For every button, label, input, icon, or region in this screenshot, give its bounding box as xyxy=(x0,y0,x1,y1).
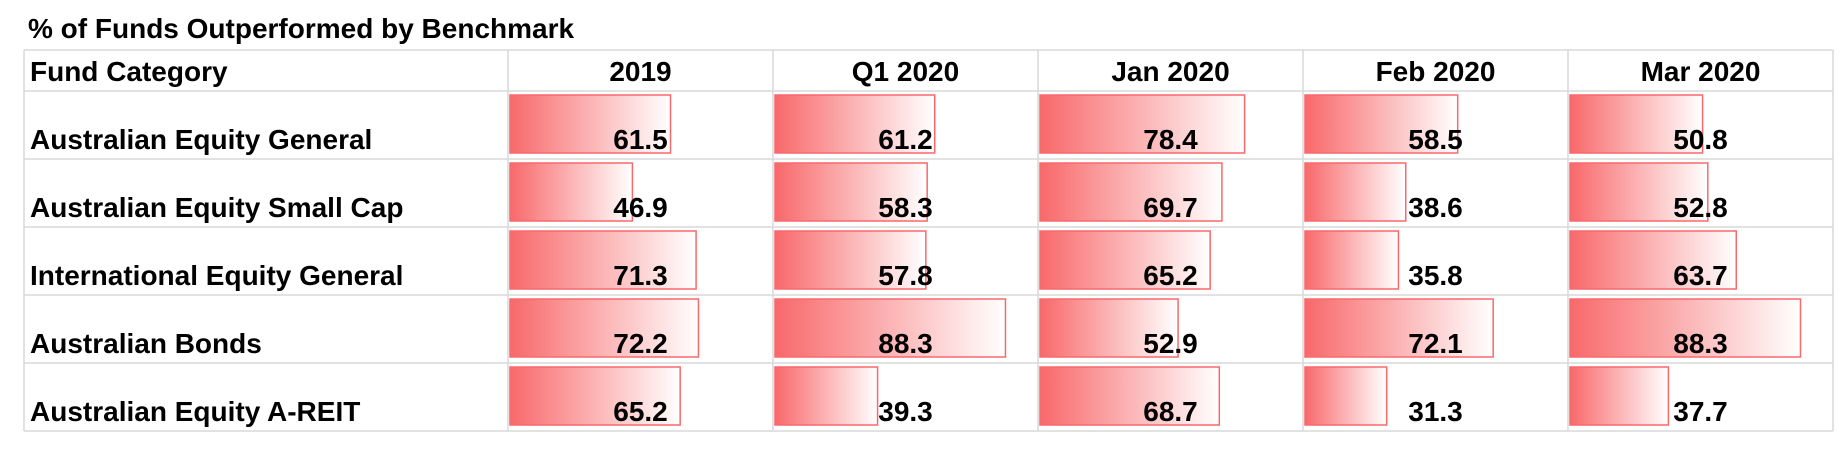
data-bar xyxy=(1039,298,1179,358)
data-bar xyxy=(509,162,634,222)
row-label: Australian Bonds xyxy=(30,328,262,359)
data-bar xyxy=(1569,366,1670,426)
data-bar xyxy=(509,230,697,290)
header-cell: Mar 2020 xyxy=(1641,56,1761,87)
row-label: International Equity General xyxy=(30,260,403,291)
data-bar xyxy=(1304,366,1388,426)
data-bar xyxy=(1039,162,1223,222)
value-cell: 78.4 xyxy=(1143,124,1198,155)
data-bar xyxy=(509,298,700,358)
data-bar xyxy=(1304,230,1400,290)
value-cell: 31.3 xyxy=(1408,396,1463,427)
value-cell: 58.5 xyxy=(1408,124,1463,155)
value-cell: 57.8 xyxy=(878,260,933,291)
data-bar xyxy=(1304,162,1407,222)
value-cell: 65.2 xyxy=(613,396,668,427)
value-cell: 61.5 xyxy=(613,124,668,155)
data-bar xyxy=(1569,298,1802,358)
data-bar xyxy=(1569,230,1738,290)
value-cell: 39.3 xyxy=(878,396,933,427)
value-cell: 68.7 xyxy=(1143,396,1198,427)
value-cell: 58.3 xyxy=(878,192,933,223)
data-bar xyxy=(1304,298,1494,358)
row-label: Australian Equity A-REIT xyxy=(30,396,360,427)
value-cell: 50.8 xyxy=(1673,124,1728,155)
data-bar xyxy=(774,230,927,290)
data-bar xyxy=(1304,94,1459,154)
value-cell: 35.8 xyxy=(1408,260,1463,291)
data-bar xyxy=(509,366,681,426)
row-label: Australian Equity Small Cap xyxy=(30,192,403,223)
value-cell: 52.8 xyxy=(1673,192,1728,223)
title: % of Funds Outperformed by Benchmark xyxy=(28,13,574,44)
data-bar xyxy=(774,162,928,222)
value-cell: 63.7 xyxy=(1673,260,1728,291)
value-cell: 61.2 xyxy=(878,124,933,155)
value-cell: 38.6 xyxy=(1408,192,1463,223)
value-cell: 72.1 xyxy=(1408,328,1463,359)
header-cell: 2019 xyxy=(609,56,671,87)
value-cell: 72.2 xyxy=(613,328,668,359)
value-cell: 71.3 xyxy=(613,260,668,291)
header-cell: Fund Category xyxy=(30,56,228,87)
data-bar xyxy=(774,366,879,426)
header-cell: Feb 2020 xyxy=(1376,56,1496,87)
data-bar xyxy=(509,94,672,154)
data-bar xyxy=(1039,366,1221,426)
value-cell: 69.7 xyxy=(1143,192,1198,223)
data-bar xyxy=(1039,94,1246,154)
value-cell: 37.7 xyxy=(1673,396,1728,427)
data-bar xyxy=(1569,162,1709,222)
header-cell: Jan 2020 xyxy=(1111,56,1229,87)
data-bar xyxy=(774,298,1007,358)
value-cell: 65.2 xyxy=(1143,260,1198,291)
value-cell: 52.9 xyxy=(1143,328,1198,359)
value-cell: 46.9 xyxy=(613,192,668,223)
row-label: Australian Equity General xyxy=(30,124,372,155)
data-bar xyxy=(774,94,936,154)
header-cell: Q1 2020 xyxy=(852,56,959,87)
value-cell: 88.3 xyxy=(1673,328,1728,359)
data-bar xyxy=(1569,94,1704,154)
value-cell: 88.3 xyxy=(878,328,933,359)
data-bar xyxy=(1039,230,1211,290)
